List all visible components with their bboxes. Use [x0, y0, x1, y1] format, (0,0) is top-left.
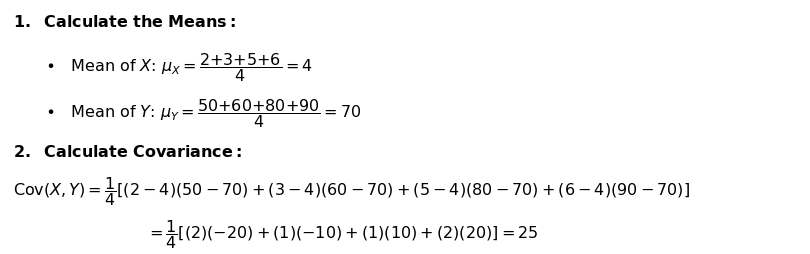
Text: $\mathbf{1.}$  $\mathbf{Calculate\ the\ Means:}$: $\mathbf{1.}$ $\mathbf{Calculate\ the\ M… [13, 14, 236, 30]
Text: $\mathrm{Cov}(X,Y) = \dfrac{1}{4}[(2-4)(50-70)+(3-4)(60-70)+(5-4)(80-70)+(6-4)(9: $\mathrm{Cov}(X,Y) = \dfrac{1}{4}[(2-4)(… [13, 174, 690, 207]
Text: $\bullet\quad$Mean of $\mathit{X}$: $\mu_X = \dfrac{2{+}3{+}5{+}6}{4} = 4$: $\bullet\quad$Mean of $\mathit{X}$: $\mu… [45, 51, 313, 83]
Text: $= \dfrac{1}{4}[(2)(-20)+(1)(-10)+(1)(10)+(2)(20)] = 25$: $= \dfrac{1}{4}[(2)(-20)+(1)(-10)+(1)(10… [146, 217, 539, 250]
Text: $\bullet\quad$Mean of $\mathit{Y}$: $\mu_Y = \dfrac{50{+}60{+}80{+}90}{4} = 70$: $\bullet\quad$Mean of $\mathit{Y}$: $\mu… [45, 97, 362, 130]
Text: $\mathbf{2.}$  $\mathbf{Calculate\ Covariance:}$: $\mathbf{2.}$ $\mathbf{Calculate\ Covari… [13, 143, 242, 159]
